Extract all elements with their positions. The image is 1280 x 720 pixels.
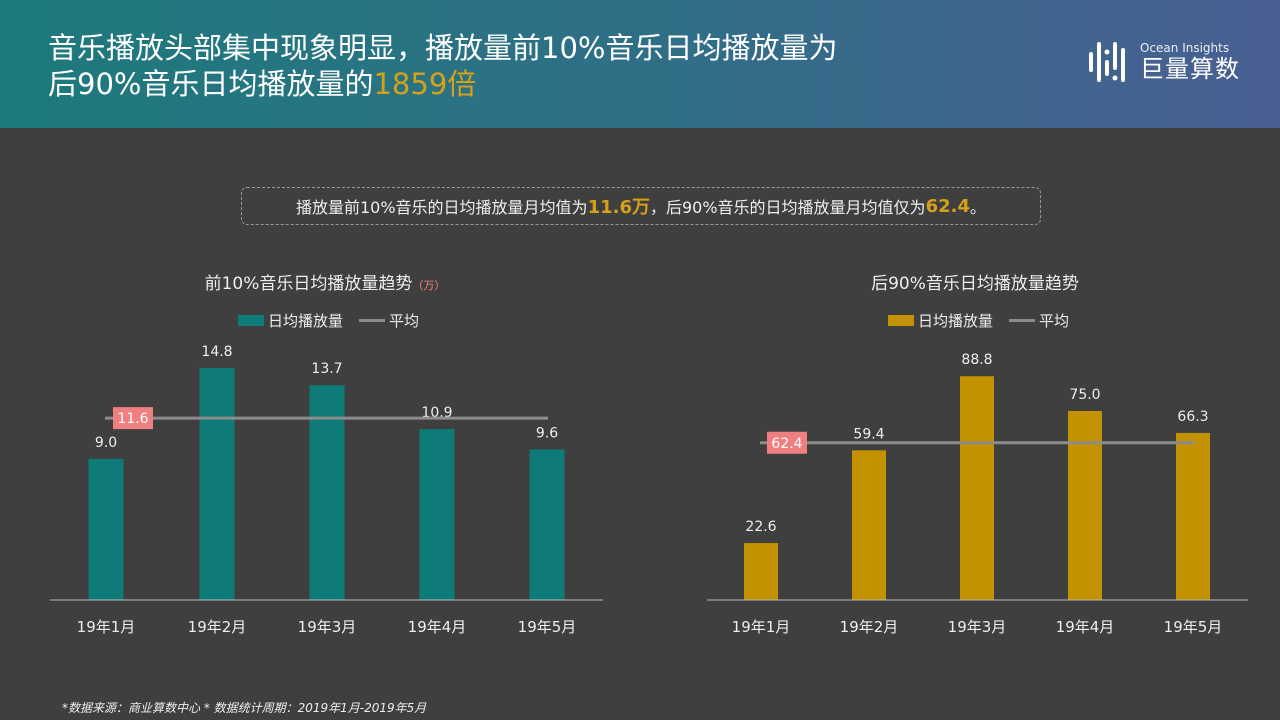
legend-label: 平均	[389, 312, 420, 330]
x-tick-label: 19年5月	[518, 618, 577, 636]
data-label: 22.6	[745, 519, 776, 535]
bar	[529, 449, 565, 600]
title-line-2: 后90%音乐日均播放量的	[48, 67, 374, 101]
bar	[88, 458, 124, 600]
bar	[1068, 411, 1102, 600]
note-text: 播放量前10%音乐的日均播放量月均值为	[295, 198, 588, 217]
title-highlight: 1859倍	[373, 67, 477, 101]
x-tick-label: 19年3月	[298, 618, 357, 636]
bar	[744, 543, 778, 600]
data-label: 9.6	[536, 425, 558, 441]
note-value-top: 11.6万	[587, 197, 650, 218]
x-tick-label: 19年4月	[408, 618, 467, 636]
summary-note: 播放量前10%音乐的日均播放量月均值为 11.6万 ，后90%音乐的日均播放量月均值…	[241, 187, 1041, 225]
average-label: 11.6	[117, 411, 148, 427]
footer-source: *数据来源：商业算数中心 * 数据统计周期：2019年1月-2019年5月	[62, 701, 427, 715]
x-tick-label: 19年2月	[840, 618, 899, 636]
note-text: ，后90%音乐的日均播放量月均值仅为	[649, 198, 926, 217]
chart-title-text: 后90%音乐日均播放量趋势	[871, 274, 1079, 294]
x-tick-label: 19年2月	[188, 618, 247, 636]
data-label: 13.7	[311, 361, 342, 377]
x-tick-label: 19年1月	[732, 618, 791, 636]
legend-right: 日均播放量 平均	[888, 310, 1069, 331]
header-banner: 音乐播放头部集中现象明显，播放量前10%音乐日均播放量为 后90%音乐日均播放量…	[0, 0, 1280, 128]
bar	[1176, 432, 1210, 600]
data-label: 66.3	[1177, 409, 1208, 425]
logo-icon	[1089, 42, 1125, 82]
legend-line	[1009, 319, 1036, 322]
bar	[960, 376, 994, 600]
note-text: 。	[969, 198, 986, 217]
average-label: 62.4	[771, 436, 802, 452]
bar	[199, 367, 235, 600]
data-label: 14.8	[201, 344, 232, 360]
chart-title-text: 前10%音乐日均播放量趋势	[204, 274, 413, 294]
x-tick-label: 19年5月	[1164, 618, 1223, 636]
legend-swatch	[238, 315, 264, 326]
data-label: 88.8	[961, 352, 992, 368]
legend-label: 平均	[1039, 312, 1070, 330]
data-label: 75.0	[1069, 387, 1100, 403]
bar	[309, 385, 345, 600]
title-line-1: 音乐播放头部集中现象明显，播放量前10%音乐日均播放量为	[48, 31, 838, 65]
bar	[419, 429, 455, 600]
legend-label: 日均播放量	[268, 312, 344, 330]
chart-title-left: 前10%音乐日均播放量趋势（万）	[150, 269, 500, 294]
x-tick-label: 19年1月	[77, 618, 136, 636]
page-title: 音乐播放头部集中现象明显，播放量前10%音乐日均播放量为 后90%音乐日均播放量…	[48, 30, 837, 102]
x-tick-label: 19年4月	[1056, 618, 1115, 636]
legend-left: 日均播放量 平均	[238, 310, 419, 331]
note-value-bottom: 62.4	[925, 195, 970, 217]
data-label: 9.0	[95, 435, 117, 451]
logo: Ocean Insights 巨量算数	[1088, 40, 1240, 84]
legend-label: 日均播放量	[918, 312, 994, 330]
average-label-bg	[113, 407, 153, 430]
bar	[852, 450, 886, 600]
chart-title-right: 后90%音乐日均播放量趋势	[800, 269, 1150, 294]
legend-swatch	[888, 315, 914, 326]
x-tick-label: 19年3月	[948, 618, 1007, 636]
legend-line	[359, 319, 386, 322]
logo-english: Ocean Insights	[1140, 40, 1230, 55]
logo-chinese: 巨量算数	[1140, 54, 1240, 83]
average-label-bg	[767, 431, 807, 454]
data-label: 59.4	[853, 426, 884, 442]
chart-unit: （万）	[412, 279, 446, 292]
